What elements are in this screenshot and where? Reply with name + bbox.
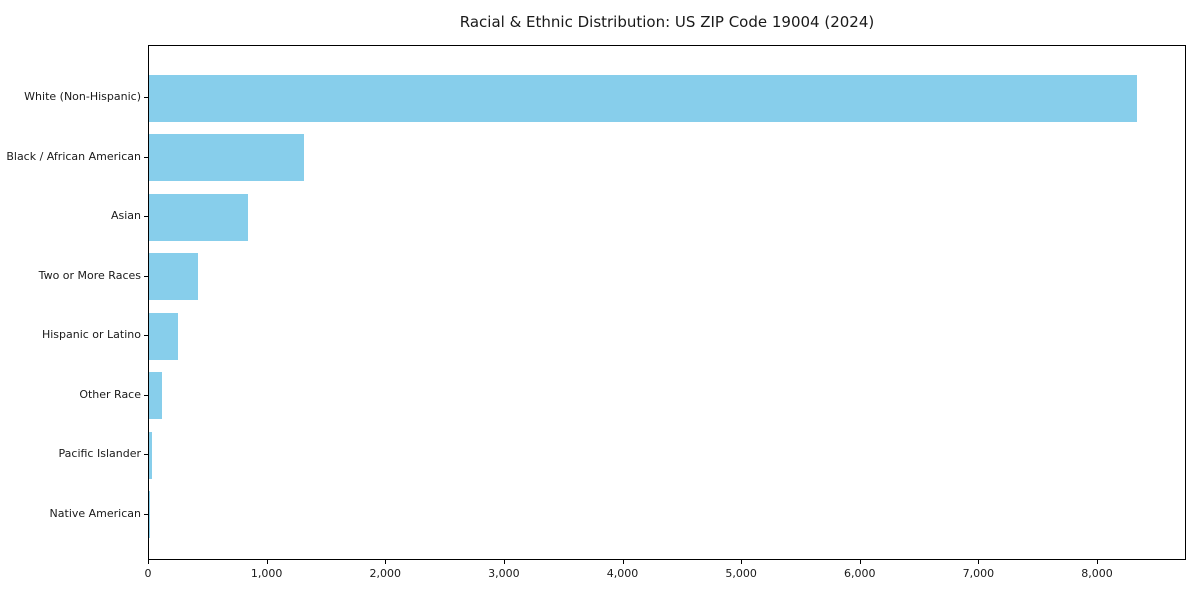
y-tick-label-asian: Asian <box>110 209 141 223</box>
y-tick-mark <box>144 216 148 218</box>
x-tick-label-1000: 1,000 <box>250 567 283 580</box>
y-tick-label-pacific-islander: Pacific Islander <box>58 447 141 461</box>
plot-area <box>148 45 1186 560</box>
x-tick-label-7000: 7,000 <box>962 567 995 580</box>
bar-other-race <box>149 372 163 420</box>
chart-title: Racial & Ethnic Distribution: US ZIP Cod… <box>459 13 875 31</box>
y-tick-label-two-or-more-races: Two or More Races <box>38 268 141 282</box>
y-tick-mark <box>144 275 148 277</box>
bar-hispanic-or-latino <box>149 312 179 360</box>
y-tick-mark <box>144 454 148 456</box>
bar-native-american <box>149 491 150 539</box>
x-tick-mark <box>622 560 624 564</box>
x-tick-label-4000: 4,000 <box>606 567 639 580</box>
x-tick-label-8000: 8,000 <box>1081 567 1113 580</box>
x-tick-mark <box>503 560 505 564</box>
x-tick-label-3000: 3,000 <box>488 567 520 580</box>
y-tick-mark <box>144 97 148 98</box>
y-tick-mark <box>144 156 148 158</box>
bar-asian <box>149 193 249 241</box>
bar-white-non-hispanic <box>149 74 1138 122</box>
y-tick-label-hispanic-or-latino: Hispanic or Latino <box>41 328 141 342</box>
x-tick-mark <box>266 560 268 564</box>
y-tick-mark <box>144 513 148 515</box>
bar-two-or-more-races <box>149 253 198 301</box>
bar-pacific-islander <box>149 431 152 479</box>
x-tick-mark <box>1097 560 1099 564</box>
y-tick-label-native-american: Native American <box>49 506 141 520</box>
y-tick-label-white-non-hispanic: White (Non-Hispanic) <box>24 90 141 103</box>
x-tick-label-5000: 5,000 <box>725 567 757 580</box>
x-tick-mark <box>741 560 743 564</box>
y-tick-label-other-race: Other Race <box>79 387 141 401</box>
x-tick-mark <box>978 560 980 564</box>
y-tick-mark <box>144 394 148 396</box>
x-tick-mark <box>859 560 861 564</box>
y-tick-mark <box>144 335 148 337</box>
bar-black-african-american <box>149 134 305 182</box>
x-tick-label-6000: 6,000 <box>844 567 876 580</box>
x-tick-mark <box>385 560 387 564</box>
x-tick-mark <box>148 560 149 564</box>
y-tick-label-black-african-american: Black / African American <box>6 149 141 163</box>
x-tick-label-0: 0 <box>144 567 152 580</box>
x-tick-label-2000: 2,000 <box>369 567 402 580</box>
